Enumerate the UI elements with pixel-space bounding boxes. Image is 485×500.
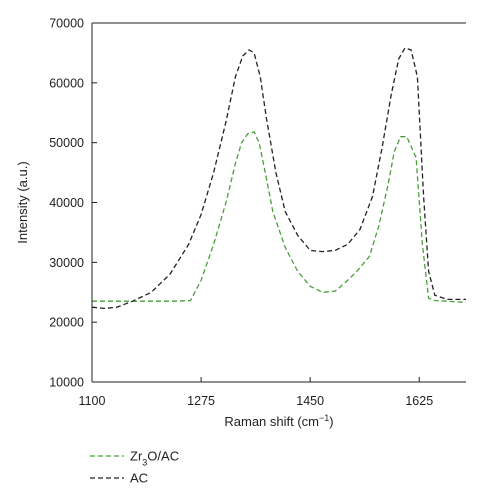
y-tick-label: 70000	[49, 17, 84, 31]
y-tick-label: 50000	[49, 136, 84, 150]
y-tick-label: 60000	[49, 76, 84, 90]
series-line-1	[91, 47, 466, 310]
legend-label-1: AC	[130, 471, 148, 486]
legend-label-0: Zr3O/AC	[130, 449, 179, 468]
legend: Zr3O/AC AC	[90, 449, 179, 486]
x-tick-label: 1625	[405, 394, 433, 408]
x-tick-label: 1100	[79, 394, 106, 408]
y-tick-label: 20000	[49, 316, 84, 330]
y-tick-label: 30000	[49, 256, 84, 270]
y-tick-label: 40000	[49, 196, 84, 210]
series-line-0	[92, 131, 467, 304]
plot-area	[91, 47, 467, 310]
x-tick-label: 1450	[296, 394, 324, 408]
x-tick-label: 1275	[187, 394, 215, 408]
y-tick-label: 10000	[49, 376, 84, 390]
x-axis-label: Raman shift (cm−1)	[224, 413, 333, 429]
y-axis-label: Intensity (a.u.)	[15, 161, 30, 243]
axes: 10000 20000 30000 40000 50000 60000 70000 1100 1…	[15, 17, 466, 429]
